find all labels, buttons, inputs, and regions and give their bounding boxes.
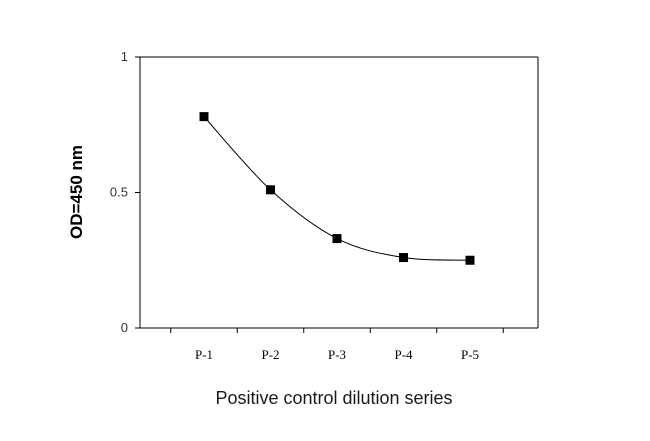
- x-tick-label-P-1: P-1: [195, 347, 213, 362]
- plot-area: [139, 56, 539, 329]
- data-point-P-4: [399, 253, 408, 263]
- y-tick-label-1: 0.5: [110, 185, 128, 200]
- x-tick-label-P-5: P-5: [461, 347, 479, 362]
- data-point-P-2: [266, 185, 275, 195]
- x-tick-label-P-3: P-3: [328, 347, 346, 362]
- x-tick-label-P-4: P-4: [394, 347, 413, 362]
- y-tick-label-0: 0: [121, 320, 128, 335]
- x-tick-label-P-2: P-2: [261, 347, 279, 362]
- data-point-P-5: [465, 255, 475, 265]
- data-point-P-3: [332, 234, 342, 244]
- x-axis-ticks: P-1 P-2 P-3 P-4 P-5: [170, 328, 504, 362]
- y-tick-label-2: 1: [121, 49, 128, 64]
- data-point-P-1: [199, 112, 209, 122]
- x-axis-label: Positive control dilution series: [215, 388, 452, 408]
- y-axis-label: OD=450 nm: [67, 145, 86, 239]
- y-axis-ticks: 00.51: [110, 49, 140, 335]
- series-markers: [199, 112, 475, 265]
